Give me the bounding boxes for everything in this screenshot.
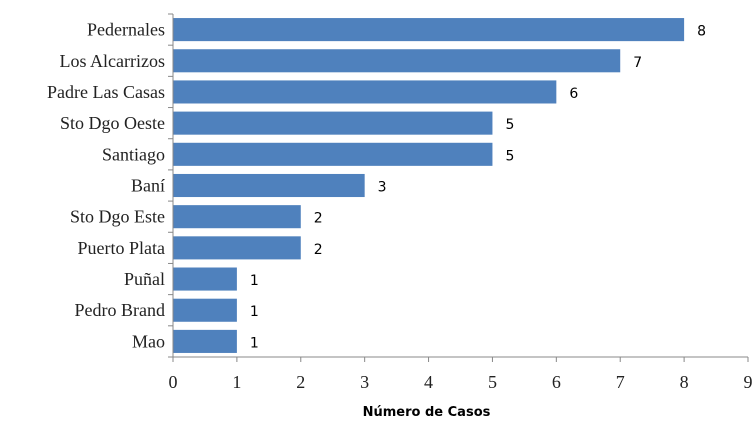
x-tick-label: 6 [552,372,561,392]
bar-5 [173,173,365,198]
x-tick-label: 4 [424,372,433,392]
data-label: 1 [250,273,259,289]
x-tick-label: 0 [169,372,178,392]
category-label: Padre Las Casas [47,82,165,102]
x-tick-label: 8 [680,372,689,392]
x-tick-label: 7 [616,372,625,392]
category-label: Sto Dgo Este [70,207,165,227]
data-label: 5 [505,117,514,133]
category-label: Pedernales [87,20,165,40]
x-axis-title: Número de Casos [363,405,491,420]
x-tick-label: 9 [744,372,753,392]
x-tick-label: 5 [488,372,497,392]
x-ticks-group: 0 1 2 3 4 5 6 7 8 9 [169,357,753,392]
category-label: Sto Dgo Oeste [60,113,165,133]
bar-7 [173,236,301,260]
category-label: Los Alcarrizos [60,51,165,71]
category-label: Pedro Brand [75,300,165,320]
data-labels-group: 8 7 6 5 5 3 2 2 1 1 1 [250,24,706,352]
category-labels-group: Pedernales Los Alcarrizos Padre Las Casas S… [47,20,165,352]
data-label: 5 [505,148,514,164]
category-label: Santiago [102,144,165,164]
data-label: 1 [250,335,259,351]
bar-10 [173,329,237,353]
category-label: Baní [131,176,165,196]
bars-group [173,18,685,353]
bar-3 [173,111,493,135]
bar-0 [173,18,685,42]
bar-1 [173,49,621,73]
bar-9 [173,298,237,322]
category-label: Puñal [124,269,165,289]
bar-6 [173,205,301,229]
data-label: 2 [314,211,323,227]
data-label: 6 [569,86,578,102]
x-tick-label: 3 [360,372,369,392]
x-tick-label: 1 [232,372,241,392]
data-label: 8 [697,24,706,40]
data-label: 7 [633,55,642,71]
data-label: 1 [250,304,259,320]
category-label: Mao [132,331,165,351]
data-label: 2 [314,242,323,258]
category-label: Puerto Plata [78,238,166,258]
bar-2 [173,80,557,104]
bar-4 [173,142,493,166]
data-label: 3 [378,180,387,196]
x-tick-label: 2 [296,372,305,392]
bar-8 [173,267,237,291]
